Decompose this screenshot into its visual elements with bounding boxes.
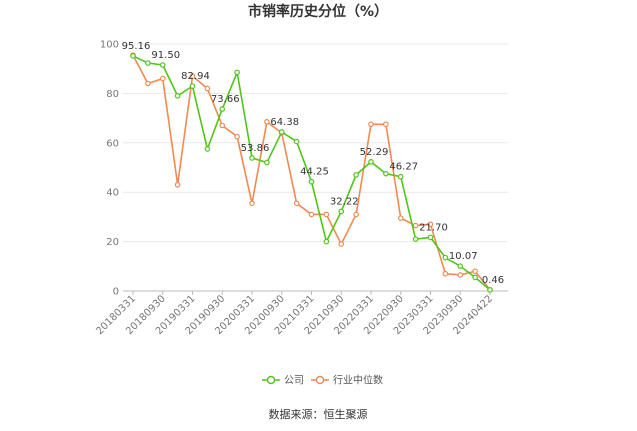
data-point	[412, 236, 419, 242]
chart-title: 市销率历史分位（%）	[248, 3, 388, 20]
data-point	[383, 121, 389, 128]
data-label: 10.07	[449, 251, 478, 262]
data-point	[189, 83, 196, 89]
data-point	[264, 119, 270, 125]
legend-item-1[interactable]: 行业中位数	[311, 374, 383, 387]
data-label: 0.46	[482, 275, 504, 286]
data-point	[442, 254, 449, 261]
data-label: 52.29	[360, 147, 389, 158]
data-label: 95.16	[122, 41, 151, 52]
data-point	[249, 200, 255, 207]
data-point	[159, 62, 166, 68]
data-point	[472, 268, 478, 275]
data-point	[293, 200, 300, 207]
y-tick-label: 100	[100, 40, 119, 51]
data-label: 21.70	[419, 222, 448, 233]
data-point	[219, 122, 226, 129]
legend[interactable]: 公司 行业中位数	[262, 374, 383, 387]
data-point	[308, 178, 315, 185]
data-point	[368, 159, 374, 165]
data-label: 73.66	[211, 94, 240, 105]
data-point	[457, 263, 464, 269]
data-point	[353, 172, 359, 178]
y-tick-label: 0	[113, 287, 119, 298]
data-point	[278, 129, 285, 135]
source-note: 数据来源：恒生聚源	[269, 407, 368, 421]
legend-label: 行业中位数	[333, 374, 383, 387]
data-point	[234, 69, 240, 76]
legend-marker	[315, 375, 325, 385]
axes: 0204060801002018033120180930201903312019…	[94, 40, 508, 337]
data-label: 82.94	[181, 71, 210, 82]
data-point	[397, 215, 404, 221]
data-point	[487, 287, 493, 293]
data-point	[338, 241, 345, 247]
y-tick-label: 20	[106, 237, 119, 248]
data-point	[427, 234, 434, 241]
data-point	[174, 93, 181, 99]
data-point	[174, 181, 181, 188]
data-point	[145, 80, 151, 87]
data-point	[323, 238, 330, 245]
y-tick-label: 60	[106, 138, 119, 149]
data-point	[442, 270, 449, 277]
series-layer	[130, 52, 493, 293]
legend-label: 公司	[284, 376, 304, 387]
data-point	[145, 60, 151, 66]
y-tick-label: 40	[106, 188, 119, 199]
data-label: 64.38	[270, 117, 299, 128]
data-point	[427, 221, 434, 228]
data-point	[323, 211, 330, 218]
data-point	[412, 222, 419, 229]
data-label: 91.50	[151, 50, 180, 61]
data-point	[368, 121, 374, 128]
data-point	[308, 211, 315, 218]
data-point	[159, 75, 166, 82]
legend-item-0[interactable]: 公司	[262, 376, 304, 387]
data-point	[204, 85, 211, 92]
data-label: 53.86	[241, 143, 270, 154]
data-point	[353, 211, 359, 218]
data-point	[219, 106, 226, 112]
data-label: 44.25	[300, 167, 329, 178]
data-point	[204, 146, 211, 152]
data-point	[130, 53, 136, 59]
data-point	[264, 159, 270, 166]
y-tick-label: 80	[106, 89, 119, 100]
data-label: 46.27	[389, 162, 418, 173]
data-point	[189, 73, 196, 79]
data-point	[338, 208, 345, 215]
data-label: 32.22	[330, 196, 359, 207]
data-point	[472, 274, 478, 281]
data-point	[234, 133, 240, 140]
legend-marker	[266, 375, 276, 385]
data-point	[397, 173, 404, 180]
data-point	[457, 272, 464, 278]
data-point	[249, 155, 255, 161]
data-point	[293, 138, 300, 145]
data-point	[383, 170, 389, 177]
